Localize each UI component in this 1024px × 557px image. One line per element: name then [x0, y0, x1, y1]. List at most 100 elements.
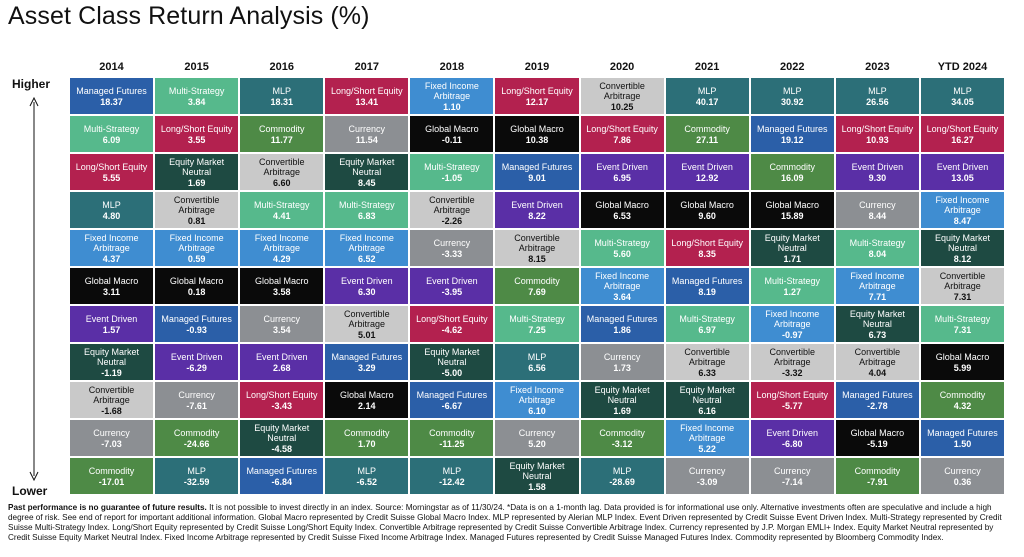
return-cell: Commodity 27.11 — [665, 116, 749, 152]
return-value: -28.69 — [609, 476, 635, 487]
return-cell: MLP 40.17 — [665, 78, 749, 114]
return-cell: Commodity -3.12 — [580, 420, 664, 456]
asset-class-label: Equity Market Neutral — [254, 422, 310, 443]
year-header: 2016 — [269, 61, 294, 73]
return-value: 18.31 — [270, 96, 293, 107]
return-cell: Equity Market Neutral -4.58 — [240, 420, 324, 456]
return-cell: Equity Market Neutral 1.69 — [580, 382, 664, 418]
return-value: -2.26 — [441, 215, 463, 226]
asset-class-label: Equity Market Neutral — [169, 156, 225, 177]
return-cell: Long/Short Equity 3.55 — [155, 116, 239, 152]
return-value: 4.04 — [868, 367, 887, 378]
asset-class-label: Event Driven — [511, 199, 563, 210]
return-cell: Commodity 1.70 — [325, 420, 409, 456]
asset-class-label: Equity Market Neutral — [339, 156, 395, 177]
return-value: -6.67 — [441, 400, 463, 411]
asset-class-label: Commodity — [599, 427, 645, 438]
return-cell: Convertible Arbitrage -1.68 — [70, 382, 154, 418]
return-value: 8.22 — [528, 210, 546, 221]
asset-class-label: Commodity — [769, 161, 816, 172]
asset-class-label: Multi-Strategy — [764, 275, 821, 286]
return-cell: Convertible Arbitrage 5.01 — [325, 306, 409, 342]
return-value: 6.95 — [613, 172, 631, 183]
return-cell: Global Macro -5.19 — [835, 420, 919, 456]
return-cell: Equity Market Neutral -5.00 — [410, 344, 494, 380]
return-cell: MLP -28.69 — [580, 458, 664, 494]
return-cell: Managed Futures 1.50 — [920, 420, 1004, 456]
asset-class-label: Currency — [433, 237, 471, 248]
asset-class-label: Equity Market Neutral — [764, 232, 820, 253]
return-cell: Equity Market Neutral 1.58 — [495, 458, 579, 494]
return-value: -11.25 — [439, 438, 465, 449]
asset-class-label: Long/Short Equity — [586, 123, 658, 134]
return-value: 8.44 — [868, 210, 887, 221]
return-cell: Convertible Arbitrage 0.81 — [155, 192, 239, 228]
return-cell: Long/Short Equity 13.41 — [325, 78, 409, 114]
return-cell: Fixed Income Arbitrage 3.64 — [580, 268, 664, 304]
asset-class-label: Equity Market Neutral — [849, 308, 905, 329]
return-value: -32.59 — [183, 476, 210, 487]
return-value: 4.29 — [272, 253, 291, 264]
asset-class-label: Event Driven — [255, 351, 308, 362]
return-cell: Event Driven 6.30 — [325, 268, 409, 304]
return-value: -0.97 — [782, 329, 803, 340]
asset-class-label: Convertible Arbitrage — [684, 346, 730, 367]
return-value: 5.99 — [953, 362, 972, 373]
return-cell: Currency -3.33 — [410, 230, 494, 266]
asset-class-label: MLP — [187, 465, 206, 476]
year-header: 2018 — [439, 61, 465, 73]
return-value: -1.19 — [101, 367, 122, 378]
return-value: -4.58 — [271, 443, 292, 454]
return-value: 8.45 — [358, 177, 376, 188]
return-cell: Currency 3.54 — [240, 306, 324, 342]
asset-class-label: Fixed Income Arbitrage — [509, 384, 564, 405]
return-cell: Currency 0.36 — [920, 458, 1004, 494]
asset-class-label: MLP — [527, 351, 547, 362]
asset-class-label: Fixed Income Arbitrage — [254, 232, 309, 253]
return-cell: Convertible Arbitrage 6.60 — [240, 154, 324, 190]
return-value: 12.92 — [695, 172, 719, 183]
return-cell: Managed Futures 1.86 — [580, 306, 664, 342]
asset-class-label: Multi-Strategy — [594, 237, 650, 248]
return-cell: Global Macro 6.53 — [580, 192, 664, 228]
asset-class-label: Global Macro — [765, 199, 820, 210]
return-value: -12.42 — [439, 476, 465, 487]
return-value: 6.33 — [698, 367, 716, 378]
return-cell: Multi-Strategy 5.60 — [580, 230, 664, 266]
asset-class-label: Commodity — [514, 275, 560, 286]
return-cell: Long/Short Equity 12.17 — [495, 78, 579, 114]
asset-class-label: Currency — [93, 427, 130, 438]
asset-class-label: Global Macro — [850, 427, 905, 438]
asset-class-label: Commodity — [939, 389, 986, 400]
return-cell: MLP -6.52 — [325, 458, 409, 494]
return-cell: Currency 8.44 — [835, 192, 919, 228]
return-value: -5.19 — [867, 438, 888, 449]
return-value: -5.00 — [441, 367, 463, 378]
asset-class-label: Commodity — [344, 427, 390, 438]
return-value: 6.97 — [698, 324, 716, 335]
asset-class-label: Long/Short Equity — [245, 389, 318, 400]
return-cell: Event Driven 1.57 — [70, 306, 154, 342]
return-value: 1.27 — [783, 286, 802, 297]
return-value: 4.37 — [102, 253, 121, 264]
return-cell: Commodity 4.32 — [920, 382, 1004, 418]
asset-class-label: Global Macro — [935, 351, 990, 362]
asset-class-label: Fixed Income Arbitrage — [850, 270, 905, 291]
returns-grid: Managed Futures 18.37 Multi-Strategy 3.84 ML… — [70, 78, 1004, 494]
return-value: 4.32 — [953, 400, 972, 411]
return-value: 3.54 — [272, 324, 291, 335]
asset-class-label: Managed Futures — [416, 389, 488, 400]
asset-class-label: Convertible Arbitrage — [344, 308, 390, 329]
return-value: 10.93 — [866, 134, 889, 145]
asset-class-label: Fixed Income Arbitrage — [595, 270, 650, 291]
asset-class-label: Commodity — [173, 427, 220, 438]
asset-class-label: Convertible Arbitrage — [88, 384, 135, 405]
asset-class-label: Global Macro — [510, 123, 564, 134]
asset-class-label: Managed Futures — [842, 389, 913, 400]
return-cell: Currency 1.73 — [580, 344, 664, 380]
year-header: 2015 — [184, 61, 209, 73]
asset-class-label: Global Macro — [680, 199, 734, 210]
asset-class-label: Multi-Strategy — [83, 123, 140, 134]
asset-class-label: Event Driven — [596, 161, 648, 172]
return-cell: Managed Futures 19.12 — [750, 116, 834, 152]
